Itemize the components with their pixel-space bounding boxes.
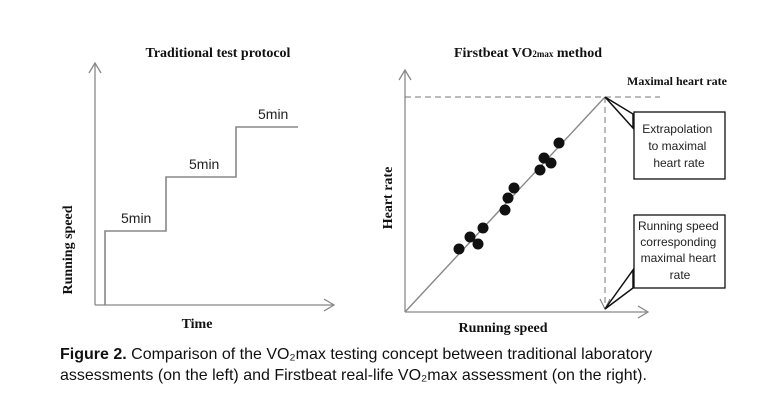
max-heart-rate-label: Maximal heart rate bbox=[627, 74, 728, 88]
right-y-axis-label: Heart rate bbox=[381, 167, 396, 230]
left-y-axis-label: Running speed bbox=[61, 205, 76, 294]
left-panel: Traditional test protocol 5min 5min 5min… bbox=[61, 46, 336, 332]
right-y-axis-arrowhead bbox=[398, 68, 412, 81]
callout-running-speed-box bbox=[633, 214, 726, 289]
right-panel-title: Firstbeat VO2max method bbox=[454, 46, 602, 61]
step-label-1: 5min bbox=[121, 210, 151, 226]
data-point bbox=[553, 137, 565, 149]
data-points bbox=[453, 137, 565, 255]
step-label-2: 5min bbox=[189, 156, 219, 172]
figure-caption: Figure 2. Comparison of the VO₂max testi… bbox=[60, 344, 750, 386]
caption-text-2: assessments (on the left) and Firstbeat … bbox=[60, 367, 647, 384]
callout-running-speed-text: Running speed corresponding maximal hear… bbox=[638, 219, 722, 282]
callout-2-pointer bbox=[604, 267, 634, 310]
data-point bbox=[477, 222, 489, 234]
data-point bbox=[453, 243, 465, 255]
data-point bbox=[534, 164, 546, 176]
data-point bbox=[499, 204, 511, 216]
right-x-axis-label: Running speed bbox=[458, 321, 547, 336]
right-panel: Firstbeat VO2max method Maximal heart ra… bbox=[381, 46, 728, 336]
caption-text-1: Comparison of the VO₂max testing concept… bbox=[126, 346, 653, 363]
caption-line-1: Figure 2. Comparison of the VO₂max testi… bbox=[60, 344, 750, 365]
data-point bbox=[472, 238, 484, 250]
left-y-axis-arrowhead bbox=[88, 61, 102, 74]
data-point bbox=[502, 192, 514, 204]
step-label-3: 5min bbox=[258, 106, 288, 122]
callout-extrapolation-box bbox=[633, 111, 726, 180]
right-x-axis-arrowhead bbox=[637, 305, 650, 319]
callout-extrapolation-text: Extrapolation to maximal heart rate bbox=[642, 122, 715, 170]
left-x-axis-arrowhead bbox=[323, 298, 336, 312]
data-point bbox=[508, 182, 520, 194]
data-point bbox=[464, 231, 476, 243]
left-panel-title: Traditional test protocol bbox=[146, 46, 291, 61]
callout-1-pointer bbox=[604, 96, 634, 130]
data-point bbox=[545, 157, 557, 169]
step-protocol-line bbox=[104, 126, 298, 305]
left-x-axis-label: Time bbox=[182, 317, 213, 332]
caption-label: Figure 2. bbox=[60, 346, 127, 363]
